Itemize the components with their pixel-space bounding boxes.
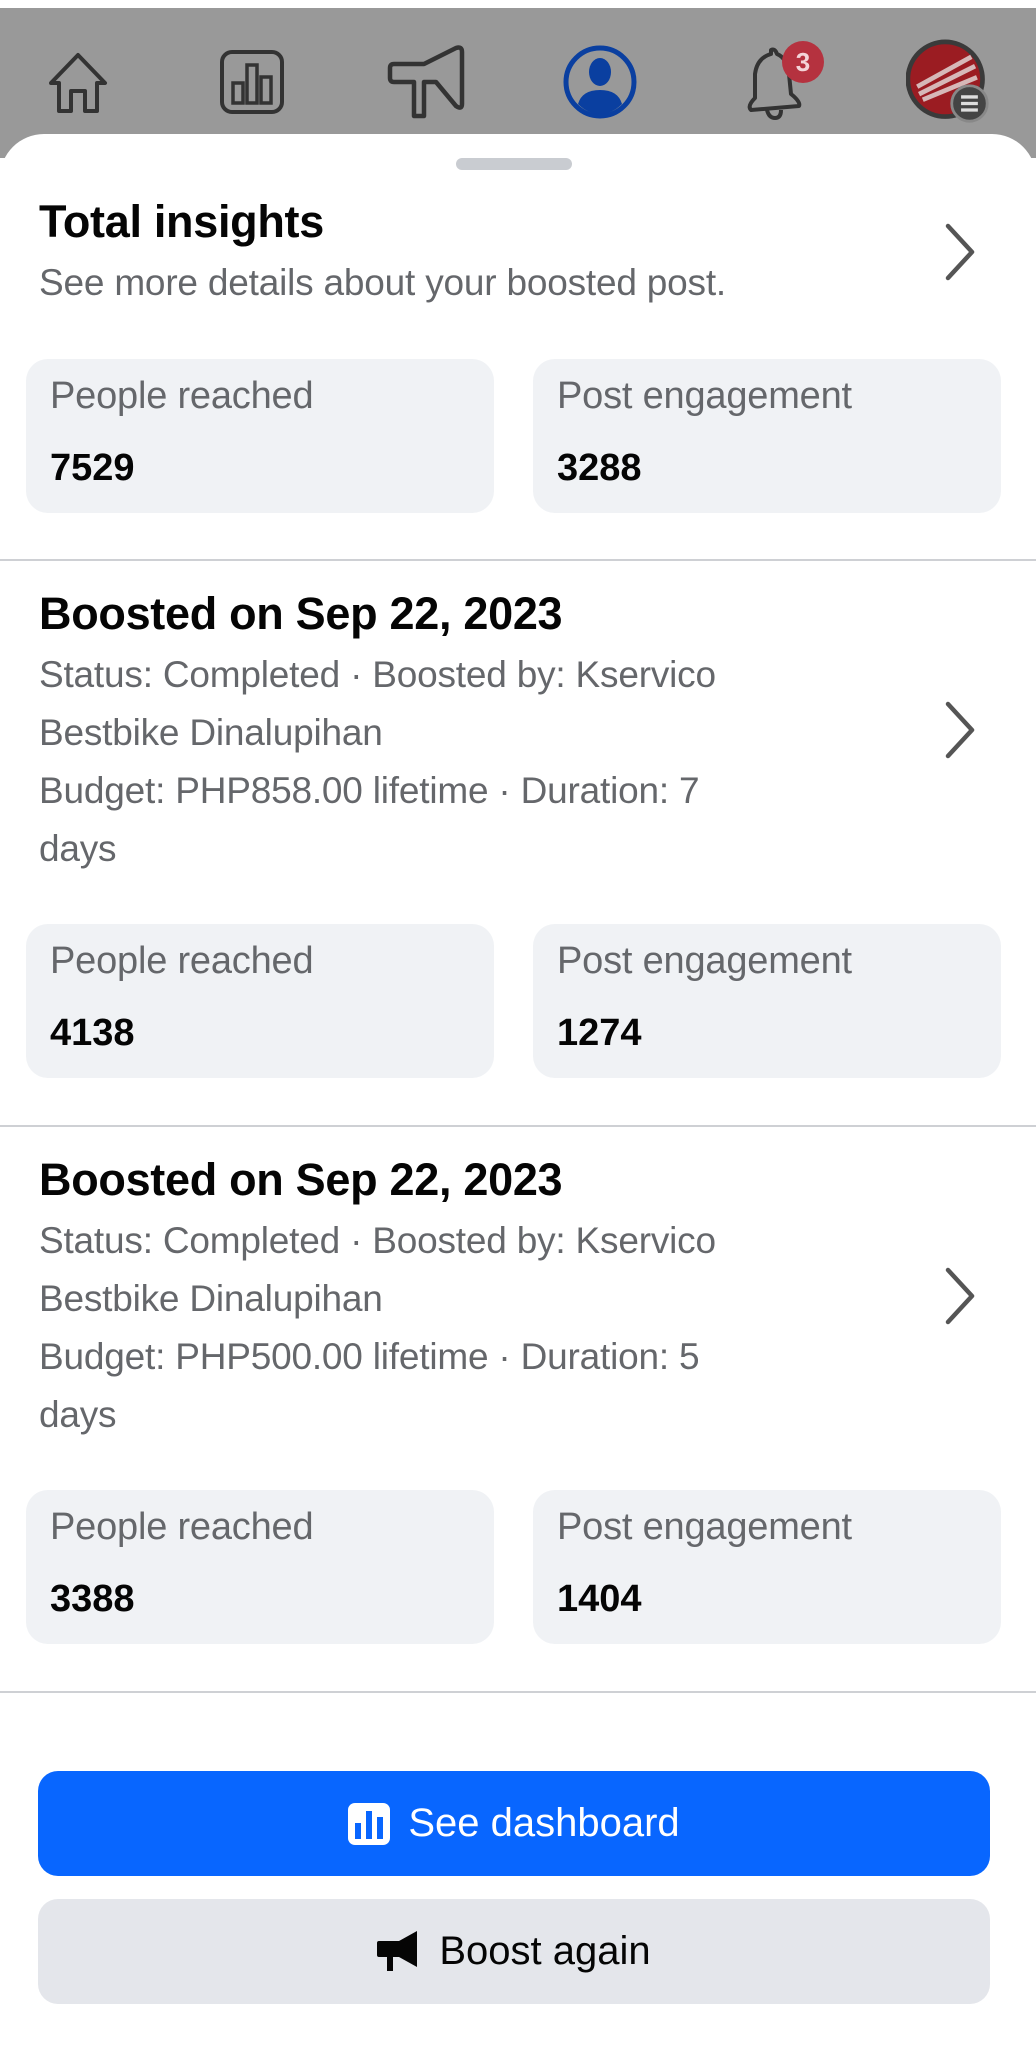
boost-status: Status: Completed · Boosted by: Kservico <box>39 654 716 695</box>
metric-value: 7529 <box>50 447 135 489</box>
chevron-right-icon[interactable] <box>940 700 980 760</box>
button-label: Boost again <box>439 1929 651 1973</box>
page-avatar-menu-icon[interactable] <box>906 39 990 124</box>
boost-duration: days <box>39 828 117 869</box>
boost-owner: Bestbike Dinalupihan <box>39 1278 383 1319</box>
metric-value: 4138 <box>50 1012 135 1054</box>
people-reached-card: People reached 7529 <box>26 359 494 513</box>
notification-badge: 3 <box>782 41 824 83</box>
post-engagement-card: Post engagement 3288 <box>533 359 1001 513</box>
profile-icon[interactable] <box>558 40 642 124</box>
metric-label: People reached <box>50 940 314 982</box>
boost-status: Status: Completed · Boosted by: Kservico <box>39 1220 716 1261</box>
boost-budget: Budget: PHP500.00 lifetime · Duration: 5 <box>39 1336 700 1377</box>
people-reached-card: People reached 3388 <box>26 1490 494 1644</box>
people-reached-card: People reached 4138 <box>26 924 494 1078</box>
status-strip <box>0 0 1036 8</box>
top-nav-bar: 3 <box>0 8 1036 158</box>
post-engagement-card: Post engagement 1404 <box>533 1490 1001 1644</box>
see-dashboard-button[interactable]: See dashboard <box>38 1771 990 1876</box>
section-title: Total insights <box>39 196 324 247</box>
bell-icon[interactable] <box>734 40 818 124</box>
boost-again-button[interactable]: Boost again <box>38 1899 990 2004</box>
megaphone-icon <box>377 1930 418 1971</box>
metric-label: Post engagement <box>557 940 852 982</box>
megaphone-icon[interactable] <box>384 40 468 124</box>
metric-value: 1404 <box>557 1578 642 1620</box>
divider <box>0 1691 1036 1693</box>
chevron-right-icon[interactable] <box>940 1266 980 1326</box>
chevron-right-icon[interactable] <box>940 222 980 282</box>
home-icon[interactable] <box>36 40 120 124</box>
metric-label: Post engagement <box>557 1506 852 1548</box>
metric-label: Post engagement <box>557 375 852 417</box>
metric-label: People reached <box>50 1506 314 1548</box>
boost-owner: Bestbike Dinalupihan <box>39 712 383 753</box>
metric-label: People reached <box>50 375 314 417</box>
button-label: See dashboard <box>408 1801 680 1845</box>
boost-duration: days <box>39 1394 117 1435</box>
drag-handle[interactable] <box>456 158 572 170</box>
boost-budget: Budget: PHP858.00 lifetime · Duration: 7 <box>39 770 700 811</box>
section-subtitle: See more details about your boosted post… <box>39 262 727 303</box>
metric-value: 3288 <box>557 447 642 489</box>
divider <box>0 1125 1036 1127</box>
metric-value: 3388 <box>50 1578 135 1620</box>
divider <box>0 559 1036 561</box>
bar-chart-icon[interactable] <box>210 40 294 124</box>
boost-title: Boosted on Sep 22, 2023 <box>39 588 563 639</box>
boost-title: Boosted on Sep 22, 2023 <box>39 1154 563 1205</box>
dashboard-icon <box>348 1802 391 1845</box>
metric-value: 1274 <box>557 1012 642 1054</box>
post-engagement-card: Post engagement 1274 <box>533 924 1001 1078</box>
